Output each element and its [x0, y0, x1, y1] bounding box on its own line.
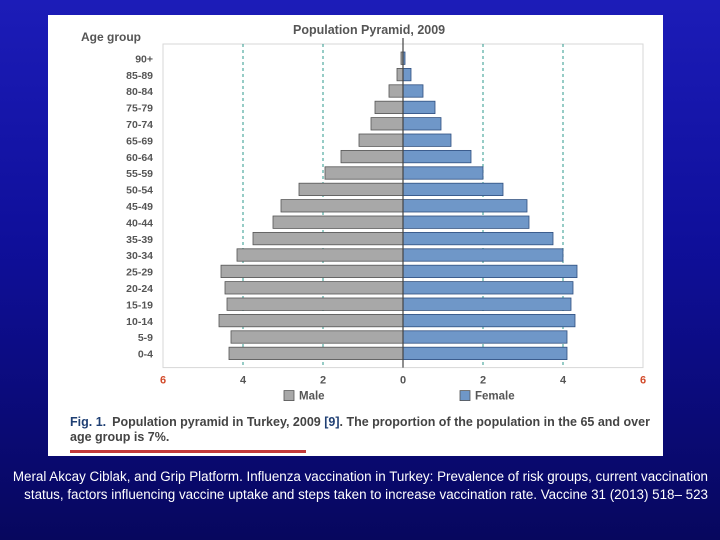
legend-swatch [459, 390, 471, 402]
x-tick-label: 2 [480, 375, 486, 387]
bar-male [220, 264, 404, 278]
bar-female [402, 215, 530, 229]
bar-male [388, 84, 404, 98]
caption-text: Population pyramid in Turkey, 2009 [112, 415, 321, 429]
chart-title: Population Pyramid, 2009 [293, 23, 445, 37]
y-tick-label: 70-74 [126, 119, 153, 131]
bar-female [402, 264, 578, 278]
y-tick-label: 65-69 [126, 135, 153, 147]
y-tick-label: 55-59 [126, 168, 153, 180]
x-tick-label: 6 [640, 375, 646, 387]
bar-female [402, 68, 412, 82]
bar-male [340, 149, 404, 164]
figure-panel: Population Pyramid, 2009 Age group 90+ 85-8… [48, 15, 663, 456]
y-tick-label: 30-34 [126, 250, 153, 262]
y-tick-label: 35-39 [126, 234, 153, 246]
bar-female [402, 133, 452, 147]
bar-female [402, 166, 484, 180]
caption-underline [70, 450, 306, 453]
y-tick-label: 5-9 [138, 332, 153, 344]
bar-female [402, 117, 442, 131]
bar-female [402, 231, 554, 246]
bar-male [358, 133, 404, 147]
bar-male [218, 313, 404, 328]
bar-male [396, 68, 404, 82]
y-tick-label: 80-84 [126, 86, 153, 98]
bar-male [230, 330, 404, 344]
caption-reference: [9] [324, 415, 340, 429]
caption-text-rest: . The proportion of the population in th… [70, 415, 650, 444]
figure-caption: Fig. 1. Population pyramid in Turkey, 200… [70, 415, 660, 445]
x-tick-label: 6 [160, 375, 166, 387]
bar-female [402, 149, 472, 164]
x-tick-label: 4 [240, 375, 247, 387]
bar-male [298, 182, 404, 196]
y-tick-label: 20-24 [126, 283, 153, 295]
bar-male [226, 297, 404, 311]
y-tick-label: 75-79 [126, 103, 153, 115]
y-tick-label: 0-4 [138, 349, 153, 361]
x-tick-label: 2 [320, 375, 326, 387]
population-pyramid-chart: Population Pyramid, 2009 Age group 90+ 85-8… [81, 23, 646, 403]
bar-male [374, 100, 404, 114]
bar-male [252, 231, 404, 246]
bar-female [402, 313, 576, 328]
bar-female [402, 100, 436, 114]
y-tick-label: 15-19 [126, 299, 153, 311]
y-axis-title: Age group [81, 30, 141, 44]
bar-female [402, 182, 504, 196]
bar-female [402, 297, 572, 311]
x-tick-label: 4 [560, 375, 567, 387]
bar-male [224, 281, 404, 295]
bar-female [402, 346, 568, 361]
bar-female [402, 248, 564, 262]
y-tick-label: 60-64 [126, 152, 153, 164]
x-tick-label: 0 [400, 375, 406, 387]
y-tick-label: 90+ [135, 53, 153, 65]
bar-male [236, 248, 404, 262]
legend-label: Female [475, 391, 515, 403]
y-tick-label: 45-49 [126, 201, 153, 213]
bar-female [402, 330, 568, 344]
y-tick-label: 10-14 [126, 316, 153, 328]
bar-male [324, 166, 404, 180]
legend-swatch [283, 390, 295, 402]
bar-male [280, 199, 404, 213]
y-tick-label: 50-54 [126, 185, 153, 197]
legend-label: Male [299, 391, 325, 403]
y-tick-label: 85-89 [126, 70, 153, 82]
bar-male [228, 346, 404, 361]
bar-male [370, 117, 404, 131]
y-tick-label: 40-44 [126, 217, 153, 229]
citation-text: Meral Akcay Ciblak, and Grip Platform. I… [12, 469, 708, 502]
figure-label: Fig. 1. [70, 415, 107, 429]
bar-female [402, 281, 574, 295]
y-tick-label: 25-29 [126, 267, 153, 279]
bar-female [402, 199, 528, 213]
bar-male [272, 215, 404, 229]
bar-female [402, 84, 424, 98]
